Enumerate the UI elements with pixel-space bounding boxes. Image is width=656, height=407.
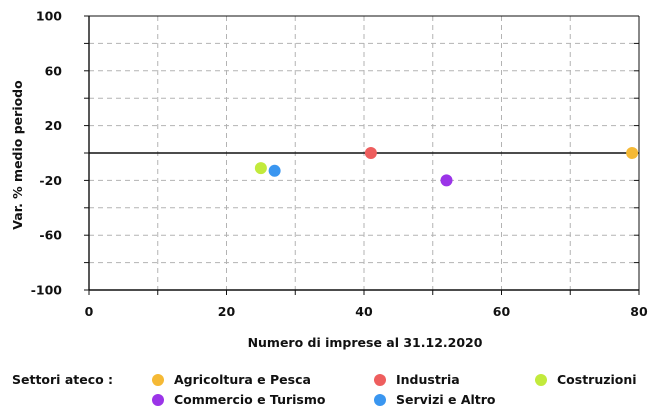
legend-item: Costruzioni bbox=[535, 372, 637, 387]
y-tick-label: 20 bbox=[45, 118, 63, 133]
scatter-chart: 0 20 40 60 80 100 60 20 -20 -60 -100 Numero di imp… bbox=[10, 9, 648, 351]
legend-marker bbox=[535, 373, 547, 386]
data-point bbox=[440, 174, 453, 187]
data-point bbox=[268, 164, 281, 177]
data-points bbox=[254, 147, 639, 187]
data-point bbox=[364, 147, 377, 159]
y-axis-title: Var. % medio periodo bbox=[10, 80, 25, 230]
x-tick-label: 0 bbox=[85, 304, 94, 319]
legend-label: Commercio e Turismo bbox=[174, 392, 326, 407]
legend-item: Agricoltura e Pesca bbox=[152, 372, 311, 387]
y-tick-label: 100 bbox=[36, 9, 62, 24]
y-tick-label: -100 bbox=[31, 283, 63, 298]
x-tick-label: 40 bbox=[355, 304, 373, 319]
x-tick-label: 80 bbox=[630, 304, 648, 319]
legend-label: Industria bbox=[396, 372, 460, 387]
legend-label: Costruzioni bbox=[557, 372, 637, 387]
y-tick-label: -60 bbox=[39, 228, 62, 243]
data-point bbox=[254, 162, 267, 175]
x-tick-label: 60 bbox=[493, 304, 511, 319]
legend-item: Servizi e Altro bbox=[374, 392, 496, 407]
data-point bbox=[626, 147, 639, 159]
y-tick-label: 60 bbox=[45, 63, 63, 78]
legend-label: Agricoltura e Pesca bbox=[174, 372, 311, 387]
legend-marker bbox=[374, 393, 386, 406]
legend-label: Servizi e Altro bbox=[396, 392, 496, 407]
x-tick-label: 20 bbox=[218, 304, 236, 319]
legend-marker bbox=[374, 373, 386, 386]
axes: 0 20 40 60 80 100 60 20 -20 -60 -100 bbox=[31, 9, 648, 320]
legend-marker bbox=[152, 373, 164, 386]
x-axis-title: Numero di imprese al 31.12.2020 bbox=[248, 335, 483, 350]
legend-item: Commercio e Turismo bbox=[152, 392, 325, 407]
y-tick-label: -20 bbox=[39, 173, 62, 188]
legend-title: Settori ateco : bbox=[12, 372, 114, 387]
legend-marker bbox=[152, 393, 164, 406]
legend-item: Industria bbox=[374, 372, 460, 387]
